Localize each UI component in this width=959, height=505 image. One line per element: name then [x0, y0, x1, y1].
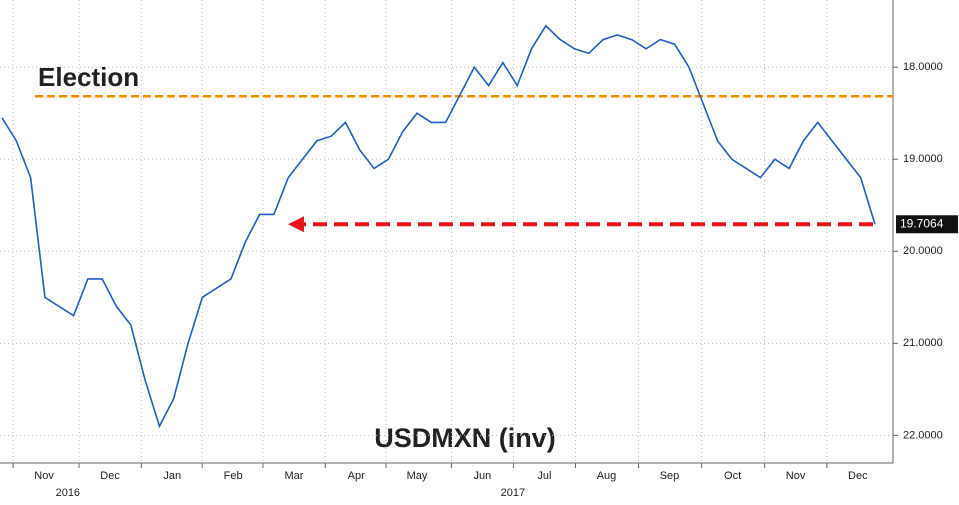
x-tick-label: Nov [34, 470, 54, 482]
last-value-label: 19.7064 [900, 216, 944, 230]
last-value-box [896, 215, 958, 234]
x-tick-label: Nov [786, 470, 806, 482]
x-tick-label: Oct [724, 470, 741, 482]
year-label: 2017 [501, 487, 525, 499]
chart-title: USDMXN (inv) [374, 423, 556, 453]
x-tick-label: Feb [224, 470, 243, 482]
x-tick-label: Dec [848, 470, 868, 482]
y-tick-label: 22.0000 [903, 429, 943, 441]
y-tick-label: 19.0000 [903, 153, 943, 165]
x-tick-label: Aug [597, 470, 617, 482]
x-tick-label: Jul [537, 470, 551, 482]
arrow-head [288, 216, 304, 233]
x-tick-label: Jan [163, 470, 181, 482]
x-tick-label: Dec [100, 470, 120, 482]
y-tick-label: 20.0000 [903, 245, 943, 257]
y-tick-label: 18.0000 [903, 61, 943, 73]
x-tick-label: May [407, 470, 428, 482]
price-line [1, 24, 876, 429]
x-tick-label: Mar [284, 470, 303, 482]
x-tick-label: Jun [474, 470, 492, 482]
x-tick-label: Sep [660, 470, 680, 482]
year-label: 2016 [56, 487, 80, 499]
y-tick-label: 21.0000 [903, 337, 943, 349]
election-label: Election [38, 62, 139, 92]
x-tick-label: Apr [348, 470, 365, 482]
